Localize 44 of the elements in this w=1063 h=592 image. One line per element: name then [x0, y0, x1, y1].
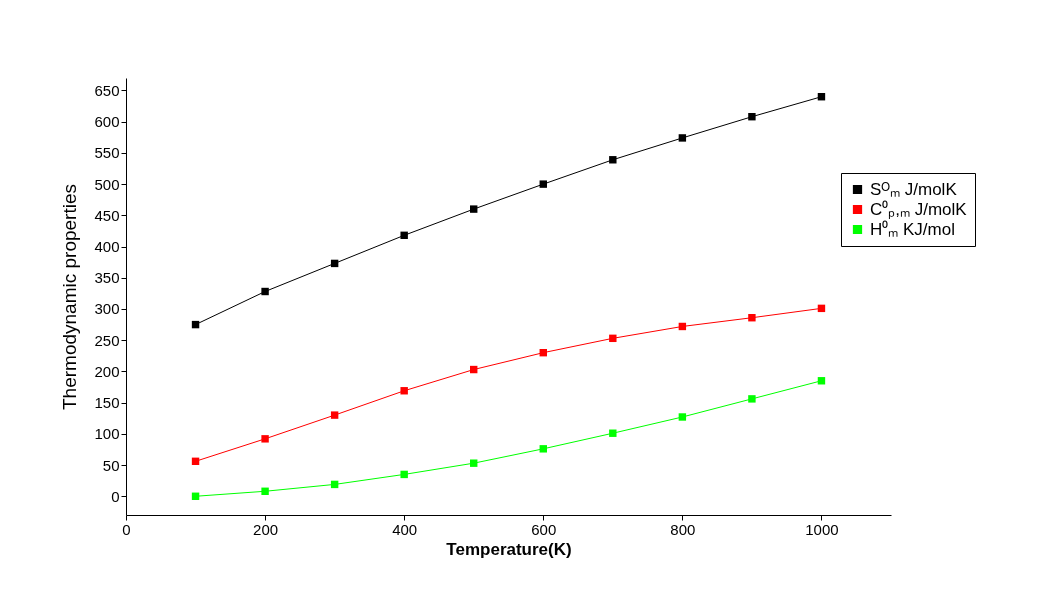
y-tick-label: 550: [94, 144, 120, 162]
legend-label: C⁰ₚ,ₘ J/molK: [870, 199, 968, 220]
point: [539, 180, 547, 188]
y-tick-label: 650: [94, 81, 120, 99]
point: [261, 487, 269, 495]
y-tick-label: 400: [94, 238, 120, 256]
y-tick-label: 450: [94, 206, 120, 224]
x-tick-label: 400: [392, 520, 418, 538]
y-tick-label: 200: [94, 362, 120, 380]
x-tick-label: 1000: [805, 520, 839, 538]
point: [470, 205, 478, 213]
point: [609, 334, 617, 343]
point: [261, 287, 269, 296]
point: [609, 429, 617, 437]
y-tick-label: 350: [94, 269, 120, 287]
point: [748, 395, 756, 403]
x-axis-title: Temperature(K): [446, 539, 572, 559]
point: [330, 411, 339, 419]
point: [678, 413, 687, 421]
point: [470, 459, 478, 467]
x-tick-label: 0: [122, 520, 131, 538]
point: [400, 470, 408, 479]
point: [400, 231, 408, 240]
y-axis-title: Thermodynamic properties: [59, 184, 81, 410]
x-tick-label: 800: [670, 520, 696, 538]
y-tick-label: 250: [94, 331, 120, 349]
point: [748, 113, 756, 121]
y-tick-label: 300: [94, 300, 120, 318]
y-tick-label: 100: [94, 425, 120, 443]
point: [400, 387, 408, 395]
x-tick-label: 600: [531, 520, 557, 538]
y-tick-label: 500: [94, 175, 120, 193]
point: [678, 134, 687, 142]
y-tick-label: 150: [94, 394, 120, 412]
legend-label: Sᴼₘ J/molK: [870, 179, 958, 199]
point: [539, 445, 547, 453]
point: [748, 314, 756, 322]
legend-label: H⁰ₘ KJ/mol: [870, 219, 955, 239]
y-tick-label: 50: [102, 456, 120, 474]
y-tick-label: 0: [111, 487, 120, 505]
x-tick-label: 200: [253, 520, 279, 538]
y-tick-label: 600: [94, 113, 120, 131]
point: [261, 435, 269, 443]
point: [609, 156, 617, 164]
